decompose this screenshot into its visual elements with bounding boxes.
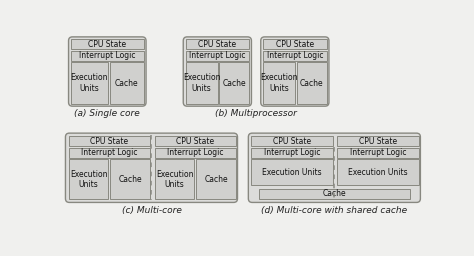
Bar bbox=[71, 51, 144, 61]
Bar bbox=[337, 159, 419, 186]
Text: Execution
Units: Execution Units bbox=[260, 73, 298, 93]
Bar bbox=[263, 39, 327, 49]
Bar bbox=[155, 159, 194, 199]
Text: Execution Units: Execution Units bbox=[262, 168, 322, 177]
Text: CPU State: CPU State bbox=[176, 137, 214, 146]
Text: (b) Multiprocessor: (b) Multiprocessor bbox=[215, 109, 297, 118]
Bar bbox=[71, 39, 144, 49]
Text: Interrupt Logic: Interrupt Logic bbox=[189, 51, 246, 60]
Text: Interrupt Logic: Interrupt Logic bbox=[264, 148, 320, 157]
Text: Cache: Cache bbox=[204, 175, 228, 184]
Text: (c) Multi-core: (c) Multi-core bbox=[121, 206, 182, 215]
FancyBboxPatch shape bbox=[261, 37, 329, 106]
Text: Cache: Cache bbox=[118, 175, 142, 184]
Bar bbox=[186, 62, 218, 104]
Bar bbox=[251, 159, 333, 186]
Bar bbox=[110, 159, 150, 199]
Text: Execution
Units: Execution Units bbox=[183, 73, 220, 93]
Text: Cache: Cache bbox=[222, 79, 246, 88]
Bar bbox=[251, 136, 333, 146]
Text: Cache: Cache bbox=[115, 79, 138, 88]
Text: Execution
Units: Execution Units bbox=[71, 73, 108, 93]
Bar bbox=[109, 62, 144, 104]
Text: Cache: Cache bbox=[300, 79, 324, 88]
Bar bbox=[337, 148, 419, 158]
Text: (a) Single core: (a) Single core bbox=[74, 109, 140, 118]
Text: Interrupt Logic: Interrupt Logic bbox=[79, 51, 136, 60]
Text: CPU State: CPU State bbox=[88, 40, 127, 49]
Text: Interrupt Logic: Interrupt Logic bbox=[266, 51, 323, 60]
FancyBboxPatch shape bbox=[248, 133, 420, 202]
Bar bbox=[155, 148, 236, 158]
Text: CPU State: CPU State bbox=[276, 40, 314, 49]
Text: (d) Multi-core with shared cache: (d) Multi-core with shared cache bbox=[261, 206, 408, 215]
Text: Execution
Units: Execution Units bbox=[70, 170, 107, 189]
Text: CPU State: CPU State bbox=[273, 137, 311, 146]
Bar bbox=[69, 136, 150, 146]
Bar bbox=[251, 148, 333, 158]
Bar bbox=[259, 189, 410, 199]
Text: Execution
Units: Execution Units bbox=[156, 170, 193, 189]
Bar bbox=[155, 136, 236, 146]
Text: CPU State: CPU State bbox=[359, 137, 397, 146]
Bar bbox=[186, 39, 249, 49]
Bar bbox=[263, 51, 327, 61]
Bar bbox=[196, 159, 236, 199]
Bar bbox=[263, 62, 295, 104]
Text: Cache: Cache bbox=[323, 189, 346, 198]
Bar bbox=[69, 148, 150, 158]
Bar bbox=[337, 136, 419, 146]
FancyBboxPatch shape bbox=[65, 133, 237, 202]
Text: CPU State: CPU State bbox=[90, 137, 128, 146]
Bar bbox=[71, 62, 108, 104]
Bar bbox=[186, 51, 249, 61]
Bar bbox=[297, 62, 327, 104]
Text: Interrupt Logic: Interrupt Logic bbox=[81, 148, 137, 157]
Text: CPU State: CPU State bbox=[198, 40, 237, 49]
FancyBboxPatch shape bbox=[69, 37, 146, 106]
Bar bbox=[219, 62, 249, 104]
Text: Execution Units: Execution Units bbox=[348, 168, 408, 177]
FancyBboxPatch shape bbox=[183, 37, 251, 106]
Text: Interrupt Logic: Interrupt Logic bbox=[350, 148, 406, 157]
Bar bbox=[69, 159, 109, 199]
Text: Interrupt Logic: Interrupt Logic bbox=[167, 148, 224, 157]
